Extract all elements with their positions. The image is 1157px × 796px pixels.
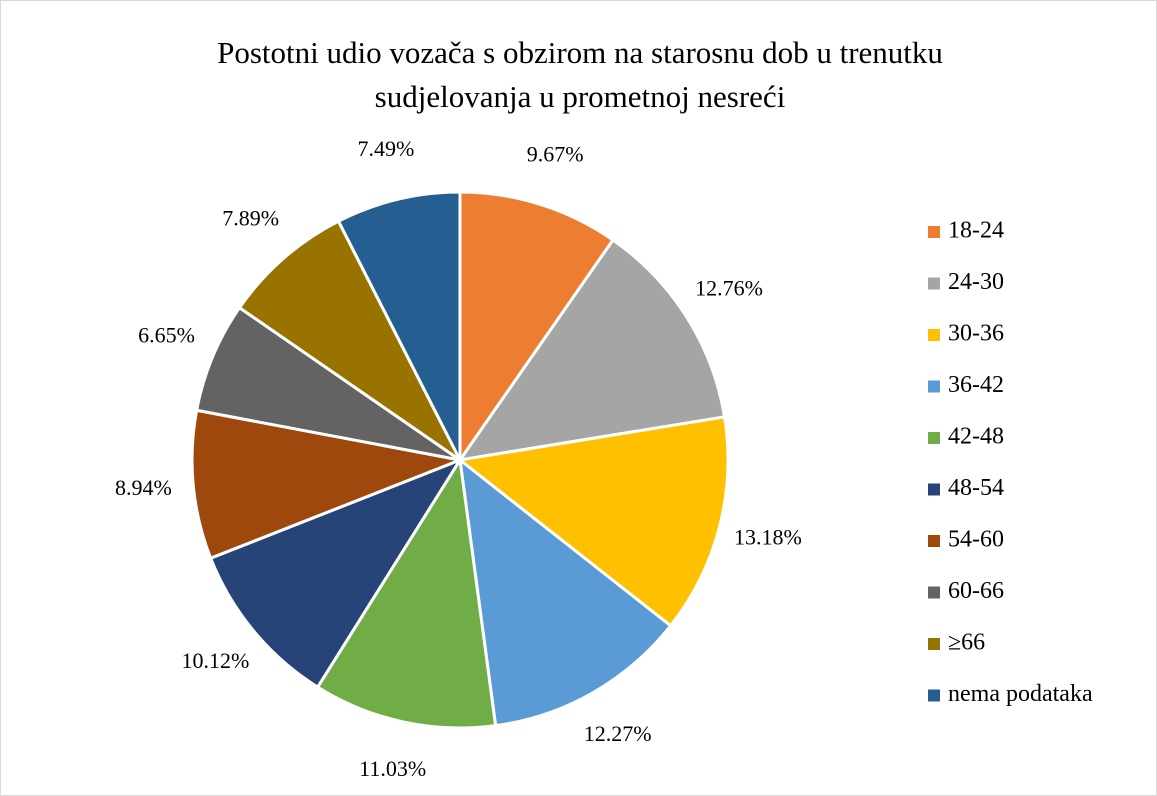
pie-slice: [458, 456, 673, 728]
pie-slice: [208, 456, 464, 690]
pie-slice: [194, 305, 461, 462]
legend-label: 48-54: [948, 475, 1004, 501]
data-label: 12.27%: [584, 721, 652, 746]
legend-label: 42-48: [948, 424, 1004, 450]
data-label: 13.18%: [734, 525, 802, 550]
pie-slice: [456, 415, 730, 628]
legend-swatch: [928, 277, 940, 290]
pie-slice: [315, 455, 498, 730]
data-label: 6.65%: [138, 323, 195, 348]
legend-label: ≥66: [948, 630, 985, 656]
pie-slice: [237, 219, 462, 462]
legend-swatch: [928, 689, 940, 702]
legend-swatch: [928, 638, 940, 650]
data-label: 10.12%: [181, 648, 249, 673]
legend-swatch: [928, 432, 940, 444]
legend-swatch: [928, 586, 940, 599]
pie-slice: [456, 237, 727, 463]
legend-swatch: [928, 535, 940, 547]
data-label: 7.49%: [357, 136, 414, 161]
legend-swatch: [928, 226, 940, 238]
legend-label: 18-24: [948, 218, 1004, 244]
data-label: 9.67%: [527, 142, 584, 167]
chart-title: sudjelovanja u prometnoj nesreći: [375, 79, 786, 114]
pie-slice: [458, 190, 616, 465]
legend-label: nema podataka: [948, 681, 1093, 707]
legend-swatch: [928, 329, 940, 341]
data-label: 12.76%: [695, 275, 763, 300]
legend-label: 54-60: [948, 527, 1004, 553]
legend-label: 60-66: [948, 578, 1004, 604]
legend-label: 30-36: [948, 321, 1004, 347]
legend-swatch: [928, 483, 940, 496]
data-label: 11.03%: [359, 756, 426, 781]
pie-slice: [190, 408, 466, 561]
data-label: 7.89%: [222, 206, 279, 231]
data-label: 8.94%: [115, 475, 172, 500]
pie-slice: [336, 190, 462, 461]
legend-label: 36-42: [948, 372, 1004, 398]
chart-title: Postotni udio vozača s obzirom na staros…: [217, 35, 943, 70]
legend-swatch: [928, 380, 940, 393]
legend-label: 24-30: [948, 269, 1004, 295]
